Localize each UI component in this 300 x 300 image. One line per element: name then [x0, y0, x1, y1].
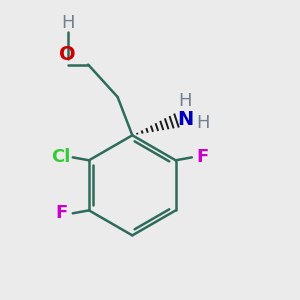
Text: F: F: [55, 204, 67, 222]
Text: F: F: [196, 148, 208, 166]
Text: H: H: [196, 115, 210, 133]
Text: N: N: [177, 110, 194, 129]
Text: H: H: [178, 92, 192, 110]
Text: H: H: [61, 14, 74, 32]
Text: O: O: [59, 45, 76, 64]
Text: Cl: Cl: [51, 148, 71, 166]
